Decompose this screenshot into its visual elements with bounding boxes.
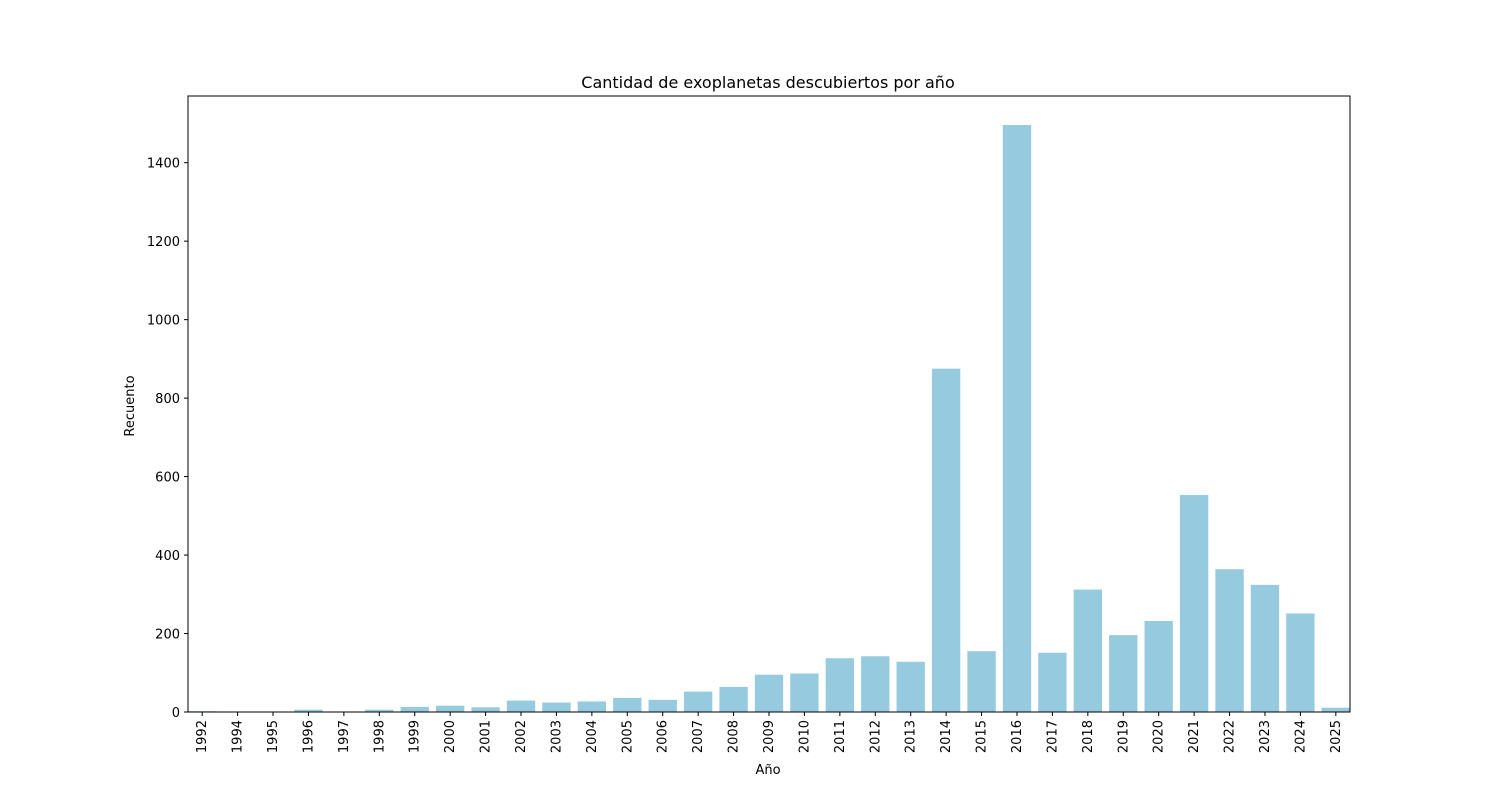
bar-2006 xyxy=(648,699,677,712)
x-axis-label: Año xyxy=(755,763,780,778)
bars-group xyxy=(188,125,1350,712)
bar-2000 xyxy=(435,705,465,712)
x-tick-label-2018: 2018 xyxy=(1081,720,1096,753)
bar-2014 xyxy=(931,368,961,712)
x-tick-label-2021: 2021 xyxy=(1187,720,1202,753)
y-axis: 0 200 400 600 800 1000 1200 1400 xyxy=(147,157,188,721)
x-tick-label-2022: 2022 xyxy=(1223,720,1238,753)
x-tick-label-2002: 2002 xyxy=(514,720,529,753)
bar-1999 xyxy=(400,706,429,712)
x-tick-label-1999: 1999 xyxy=(408,720,423,753)
x-tick-label-1992: 1992 xyxy=(195,720,210,753)
x-tick-label-2025: 2025 xyxy=(1329,720,1344,753)
x-tick-label-2019: 2019 xyxy=(1116,720,1131,753)
x-tick-label-2011: 2011 xyxy=(833,720,848,753)
bar-2018 xyxy=(1073,589,1103,712)
x-tick-label-1998: 1998 xyxy=(372,720,387,753)
x-tick-label-2024: 2024 xyxy=(1293,720,1308,753)
bar-2023 xyxy=(1250,584,1280,712)
x-tick-label-1994: 1994 xyxy=(231,720,246,753)
bar-2002 xyxy=(506,700,536,712)
chart-title: Cantidad de exoplanetas descubiertos por… xyxy=(581,73,954,92)
bar-2009 xyxy=(754,674,784,712)
x-tick-label-2010: 2010 xyxy=(797,720,812,753)
bar-2011 xyxy=(825,658,855,712)
bar-2008 xyxy=(719,686,748,712)
bar-2019 xyxy=(1109,635,1138,712)
bar-2004 xyxy=(577,701,607,712)
bar-2003 xyxy=(542,702,571,712)
y-tick-label-0: 0 xyxy=(172,706,180,721)
x-tick-label-2004: 2004 xyxy=(585,720,600,753)
bar-2017 xyxy=(1038,652,1067,712)
x-tick-label-1997: 1997 xyxy=(337,720,352,753)
bar-2005 xyxy=(613,697,642,712)
bar-2013 xyxy=(896,661,925,712)
x-tick-label-2020: 2020 xyxy=(1152,720,1167,753)
bar-2001 xyxy=(471,707,500,712)
x-tick-label-2008: 2008 xyxy=(727,720,742,753)
y-tick-label-1200: 1200 xyxy=(147,235,180,250)
x-tick-label-2006: 2006 xyxy=(656,720,671,753)
bar-2025 xyxy=(1321,707,1350,712)
bar-2012 xyxy=(861,656,890,712)
x-tick-label-2015: 2015 xyxy=(975,720,990,753)
bar-2021 xyxy=(1179,495,1209,712)
bar-2007 xyxy=(683,691,713,712)
bar-2016 xyxy=(1002,125,1032,712)
x-tick-label-2017: 2017 xyxy=(1045,720,1060,753)
bar-2015 xyxy=(967,651,996,712)
plot-frame xyxy=(187,95,1351,713)
x-tick-label-2016: 2016 xyxy=(1010,720,1025,753)
y-tick-label-400: 400 xyxy=(155,549,180,564)
x-tick-label-2023: 2023 xyxy=(1258,720,1273,753)
x-axis: 1992 1994 1995 1996 1997 1998 1999 2000 2001 2002… xyxy=(195,712,1344,753)
x-tick-label-2012: 2012 xyxy=(868,720,883,753)
x-tick-label-2009: 2009 xyxy=(762,720,777,753)
x-tick-label-2000: 2000 xyxy=(443,720,458,753)
y-tick-label-600: 600 xyxy=(155,471,180,486)
x-tick-label-1995: 1995 xyxy=(266,720,281,753)
bar-2022 xyxy=(1215,569,1244,712)
y-axis-label: Recuento xyxy=(123,375,138,436)
y-tick-label-200: 200 xyxy=(155,628,180,643)
bar-1998 xyxy=(365,709,394,712)
y-tick-label-1400: 1400 xyxy=(147,157,180,172)
x-tick-label-2013: 2013 xyxy=(904,720,919,753)
x-tick-label-2005: 2005 xyxy=(620,720,635,753)
x-tick-label-2001: 2001 xyxy=(479,720,494,753)
bar-2024 xyxy=(1286,613,1315,712)
y-tick-label-800: 800 xyxy=(155,392,180,407)
bar-2010 xyxy=(790,673,819,712)
x-tick-label-2003: 2003 xyxy=(549,720,564,753)
bar-2020 xyxy=(1144,620,1173,712)
y-tick-label-1000: 1000 xyxy=(147,314,180,329)
x-tick-label-1996: 1996 xyxy=(301,720,316,753)
bar-1996 xyxy=(294,709,323,712)
x-tick-label-2014: 2014 xyxy=(939,720,954,753)
x-tick-label-2007: 2007 xyxy=(691,720,706,753)
